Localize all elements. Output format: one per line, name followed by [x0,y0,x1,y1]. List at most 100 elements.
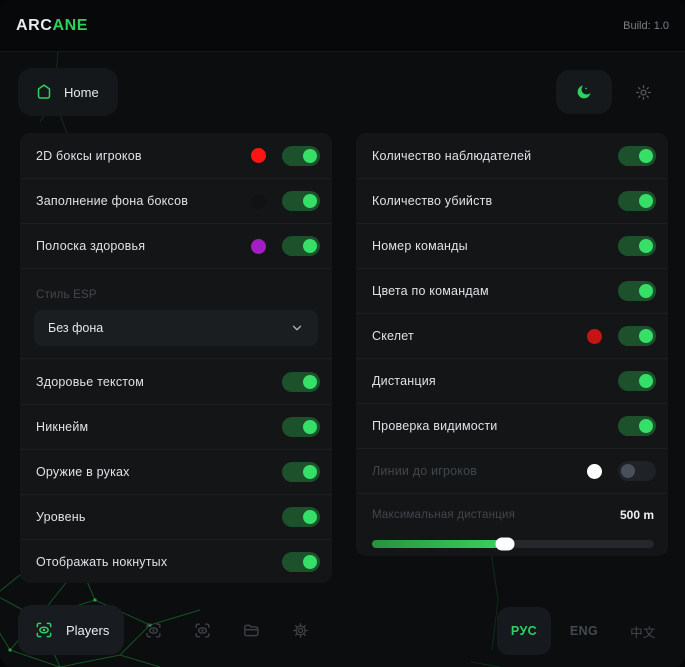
toggle-switch[interactable] [618,236,656,256]
setting-row: Уровень [20,494,332,539]
setting-label: Номер команды [372,239,468,253]
toggle-knob [303,148,317,163]
toggle-switch[interactable] [282,552,320,572]
max-distance-label: Максимальная дистанция [372,509,516,521]
color-swatch[interactable] [251,148,266,163]
toggle-knob [303,374,317,389]
info-settings-panel: Количество наблюдателей Количество убийст… [356,133,668,556]
setting-row: Заполнение фона боксов [20,178,332,223]
toggle-knob [639,284,653,298]
setting-label: Количество убийств [372,194,493,208]
toggle-knob [303,510,317,524]
language-zh-button[interactable]: 中文 [630,625,656,640]
settings-tab[interactable] [283,613,317,647]
setting-label: Цвета по командам [372,284,489,298]
setting-label: Здоровье текстом [36,374,145,389]
setting-label: Уровень [36,510,86,524]
max-distance-slider[interactable] [372,537,654,551]
color-swatch[interactable] [251,193,266,209]
toggle-knob [639,329,653,343]
toggle-knob [639,419,653,433]
toggle-knob [639,148,653,163]
players-tab-label: Players [66,622,110,638]
toggle-switch[interactable] [618,191,656,211]
toggle-switch[interactable] [618,326,656,346]
setting-label: Проверка видимости [372,419,498,433]
setting-row: Номер команды [356,223,668,268]
setting-row: Проверка видимости [356,403,668,448]
setting-row: Полоска здоровья [20,223,332,268]
toggle-switch[interactable] [618,461,656,481]
setting-row: 2D боксы игроков [20,133,332,178]
toggle-knob [303,194,317,208]
toggle-knob [621,464,635,478]
triggerbot-tab[interactable] [185,613,219,647]
setting-row: Дистанция [356,358,668,403]
setting-label: Оружие в руках [36,465,130,479]
light-theme-button[interactable] [620,70,666,114]
color-swatch[interactable] [251,238,266,254]
setting-label: Никнейм [36,420,89,434]
setting-row: Оружие в руках [20,449,332,494]
toggle-knob [639,194,653,208]
app-logo: ARCANE [16,17,88,35]
toggle-switch[interactable] [282,191,320,211]
setting-label: Заполнение фона боксов [36,194,189,208]
setting-label: Отображать нокнутых [36,555,168,569]
toggle-knob [303,239,317,253]
toggle-switch[interactable] [282,236,320,256]
toggle-switch[interactable] [618,371,656,391]
setting-row: Здоровье текстом [20,359,332,404]
toggle-switch[interactable] [618,281,656,301]
color-swatch[interactable] [587,328,602,344]
dark-theme-button[interactable] [556,70,612,114]
toggle-switch[interactable] [618,145,656,166]
setting-label: Количество наблюдателей [372,148,532,163]
esp-style-select[interactable]: Без фона [34,310,318,346]
setting-row: Скелет [356,313,668,358]
language-rus-button[interactable]: РУС [497,607,551,655]
esp-style-label-row: Стиль ESP [20,268,332,310]
setting-label: 2D боксы игроков [36,148,142,163]
setting-label: Полоска здоровья [36,239,146,253]
setting-label: Скелет [372,329,414,343]
setting-label: Дистанция [372,374,436,388]
toggle-knob [639,239,653,253]
esp-settings-panel: 2D боксы игроков Заполнение фона боксов По… [20,133,332,583]
logo-text-white: ARC [16,16,53,34]
sun-icon [635,84,652,101]
home-icon [34,82,54,102]
configs-tab[interactable] [234,613,268,647]
build-version: Build: 1.0 [623,19,669,32]
max-distance-block: Максимальная дистанция 500 m [356,493,668,551]
toggle-switch[interactable] [282,145,320,166]
toggle-switch[interactable] [282,462,320,482]
max-distance-fill [372,540,505,548]
logo-text-green: ANE [52,16,89,34]
home-tab[interactable]: Home [18,68,118,116]
setting-label: Линии до игроков [372,464,478,478]
toggle-knob [639,374,653,388]
setting-row: Количество убийств [356,178,668,223]
esp-style-value: Без фона [48,321,104,335]
toggle-switch[interactable] [618,416,656,436]
setting-row: Линии до игроков [356,448,668,493]
scan-eye-icon [34,620,54,640]
max-distance-knob[interactable] [495,537,515,551]
moon-icon [575,83,593,101]
players-tab[interactable]: Players [18,605,124,655]
max-distance-value: 500 m [619,508,654,522]
home-tab-label: Home [64,84,99,100]
setting-row: Количество наблюдателей [356,133,668,178]
toggle-switch[interactable] [282,371,320,392]
toggle-switch[interactable] [282,417,320,437]
esp-style-label: Стиль ESP [36,288,97,301]
aimbot-tab[interactable] [136,613,170,647]
toggle-knob [303,420,317,434]
toggle-knob [303,555,317,569]
toggle-switch[interactable] [282,507,320,527]
color-swatch[interactable] [587,463,602,479]
setting-row: Отображать нокнутых [20,539,332,584]
language-eng-button[interactable]: ENG [569,624,599,638]
